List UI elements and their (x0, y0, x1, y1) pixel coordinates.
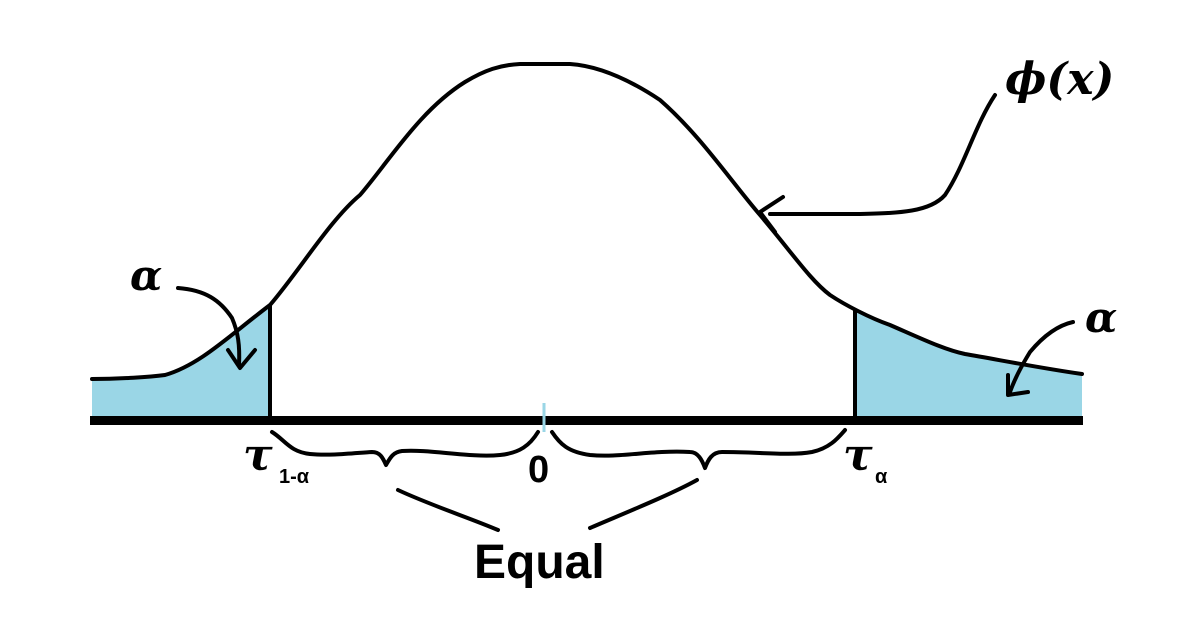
left-alpha-arrow (176, 286, 242, 367)
right-tau-symbol: τ (843, 430, 873, 481)
right-alpha-arrow (1008, 320, 1075, 394)
curve-label-arrowhead (758, 195, 785, 234)
center-zero-label: 0 (528, 449, 549, 491)
right-tau-subscript: α (875, 466, 888, 488)
left-alpha-arrowhead (226, 348, 257, 370)
x-axis (90, 416, 1083, 425)
left-tau-symbol: τ (243, 430, 273, 481)
left-tau-subscript: 1-α (279, 466, 310, 488)
right-alpha-label: α (1085, 293, 1117, 342)
equal-pointer-left (396, 488, 500, 532)
left-alpha-label: α (130, 251, 162, 300)
equal-pointer-right (588, 478, 699, 530)
bell-curve (90, 62, 1084, 381)
equal-label: Equal (474, 536, 605, 589)
left-tail-shaded-area (92, 305, 270, 418)
right-brace (550, 428, 847, 470)
curve-label-arrow (768, 93, 997, 216)
left-brace (270, 430, 540, 467)
curve-label: ϕ(x) (1005, 54, 1114, 105)
right-alpha-arrowhead (1006, 373, 1030, 397)
